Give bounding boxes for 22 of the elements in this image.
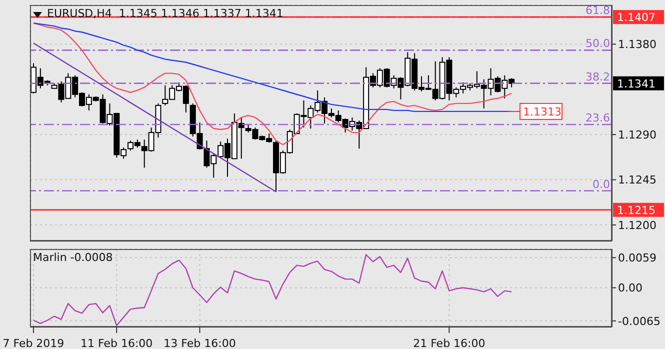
chart-title: Marlin -0.0008	[33, 251, 113, 264]
annotation: 1.1313	[523, 105, 562, 118]
x-tick-label: 7 Feb 2019	[2, 337, 64, 349]
y-tick-label: 1.1290	[618, 128, 656, 142]
y-tick-label: 1.1380	[618, 38, 656, 52]
y-tick-label: 0.0059	[618, 252, 656, 265]
annotation: 50.0	[586, 37, 610, 50]
x-tick-label: 11 Feb 16:00	[80, 337, 153, 349]
y-tick-label: -0.0065	[618, 314, 660, 328]
x-tick-label: 21 Feb 16:00	[413, 337, 486, 349]
annotation: 38.2	[586, 70, 610, 84]
y-tick-label: 1.1200	[618, 218, 656, 232]
chart-title: EURUSD,H4 1.1345 1.1346 1.1337 1.1341	[47, 7, 284, 20]
annotation: 0.0	[592, 178, 610, 191]
annotation: 61.8	[586, 4, 610, 18]
ref-line-label: 1.1407	[617, 11, 656, 24]
y-tick-label: 1.1245	[618, 174, 656, 187]
ref-line-label: 1.1215	[617, 204, 656, 217]
y-tick-label: 0.00	[618, 282, 642, 295]
text: 1.1341	[617, 77, 656, 90]
x-tick-label: 13 Feb 16:00	[164, 337, 236, 349]
annotation: 23.6	[586, 112, 610, 125]
